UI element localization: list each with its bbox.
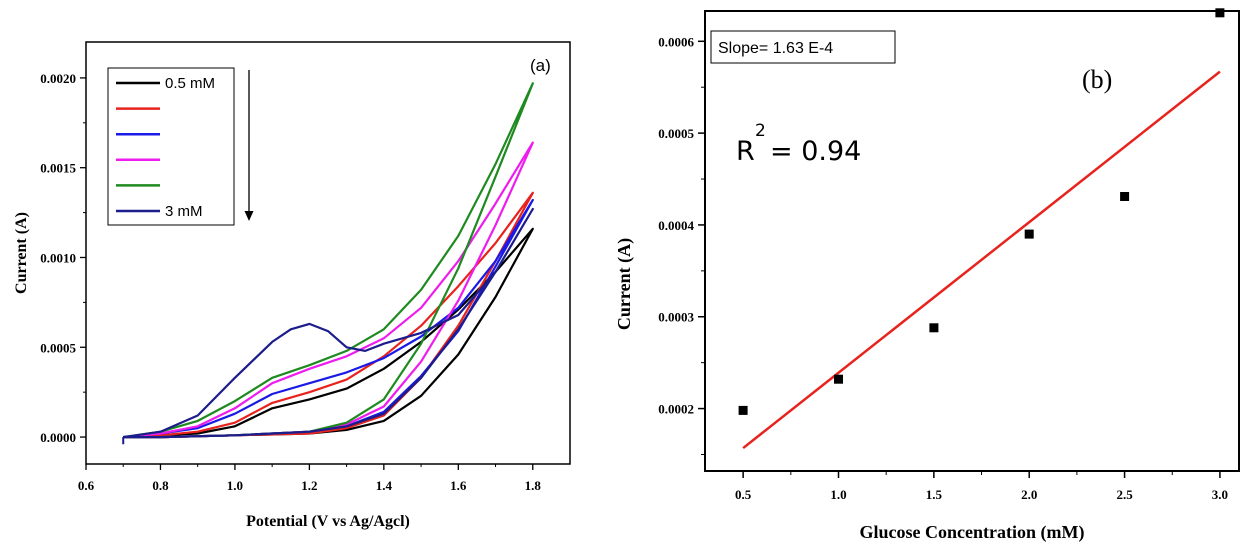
- chart-a-x-tick-label: 1.2: [301, 478, 317, 493]
- chart-a-y-axis-title: Current (A): [13, 212, 30, 294]
- slope-annotation: Slope= 1.63 E-4: [718, 40, 833, 57]
- chart-a-x-axis-title: Potential (V vs Ag/Agcl): [246, 513, 410, 530]
- chart-b-x-tick-label: 3.0: [1212, 487, 1228, 502]
- chart-a-y-tick-label: 0.0015: [40, 161, 76, 176]
- chart-a-frame: [85, 41, 571, 465]
- chart-a-x-tick-label: 0.6: [78, 478, 95, 493]
- cv-curve-series-6: [123, 207, 534, 439]
- linear-fit-line: [742, 70, 1221, 450]
- data-point-3: [929, 323, 939, 333]
- chart-b: 0.5 1.0 1.5 2.0 2.5 3.0 0.0002 0.0003 0.0004 0.00…: [614, 8, 1240, 543]
- chart-b-panel-label: (b): [1082, 65, 1112, 94]
- chart-b-x-axis-title: Glucose Concentration (mM): [860, 522, 1085, 543]
- chart-a-x-tick-label: 1.4: [376, 478, 393, 493]
- chart-b-y-axis-title: Current (A): [614, 238, 635, 330]
- chart-a-legend-box: [107, 67, 235, 226]
- legend-label-series-1: 0.5 mM: [165, 75, 215, 92]
- chart-b-x-tick-label: 2.0: [1021, 487, 1037, 502]
- data-point-5: [1120, 192, 1130, 201]
- legend-down-arrow-icon: [244, 70, 254, 221]
- chart-b-x-tick-label: 0.5: [735, 487, 752, 502]
- chart-a: 0.6 0.8 1.0 1.2 1.4 1.6 1.8 0.0000 0.0005 0.0010 0…: [13, 41, 571, 530]
- chart-b-y-tick-label: 0.0004: [658, 218, 694, 233]
- chart-b-y-tick-label: 0.0006: [658, 34, 694, 49]
- chart-a-panel-label: (a): [530, 56, 551, 75]
- r-squared-label: R: [736, 136, 755, 167]
- r-squared-value: = 0.94: [770, 136, 861, 167]
- chart-b-x-tick-label: 1.5: [926, 487, 943, 502]
- chart-a-y-tick-label: 0.0010: [40, 250, 76, 265]
- chart-b-y-tick-label: 0.0003: [658, 310, 694, 325]
- chart-b-y-tick-label: 0.0005: [658, 126, 694, 141]
- chart-b-x-tick-label: 2.5: [1116, 487, 1133, 502]
- data-point-4: [1024, 229, 1034, 239]
- r-squared-exponent: 2: [755, 121, 766, 141]
- chart-b-frame: [704, 10, 1240, 472]
- cv-curve-series-5: [123, 82, 534, 439]
- chart-a-legend: 0.5 mM 3 mM: [107, 67, 254, 226]
- chart-a-x-tick-label: 1.0: [227, 478, 243, 493]
- cv-curve-series-1: [123, 227, 534, 439]
- data-point-6: [1215, 8, 1225, 18]
- chart-a-y-tick-label: 0.0020: [40, 71, 76, 86]
- slope-annotation-box: [710, 30, 896, 64]
- data-point-1: [738, 405, 748, 415]
- chart-a-y-tick-label: 0.0000: [40, 430, 76, 445]
- chart-b-y-tick-label: 0.0002: [658, 402, 694, 417]
- chart-a-x-tick-label: 1.6: [450, 478, 467, 493]
- chart-a-x-tick-label: 0.8: [152, 478, 169, 493]
- chart-a-y-tick-label: 0.0005: [40, 340, 76, 355]
- cv-curve-series-2: [123, 191, 534, 439]
- chart-a-x-tick-label: 1.8: [525, 478, 542, 493]
- chart-b-x-tick-label: 1.0: [830, 487, 846, 502]
- data-point-2: [834, 374, 843, 384]
- legend-label-series-6: 3 mM: [165, 203, 203, 220]
